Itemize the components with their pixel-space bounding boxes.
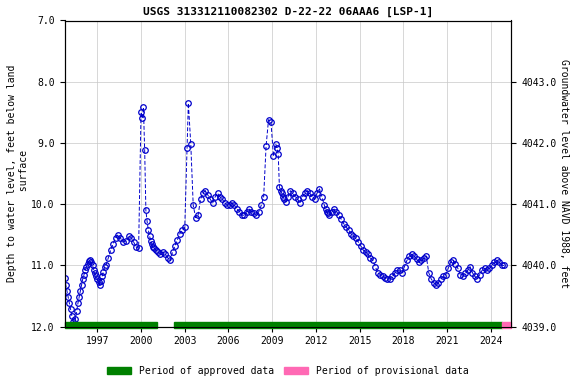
Bar [174,322,502,328]
Y-axis label: Depth to water level, feet below land
 surface: Depth to water level, feet below land su… [7,65,29,282]
Y-axis label: Groundwater level above NAVD 1988, feet: Groundwater level above NAVD 1988, feet [559,59,569,288]
Bar [502,322,511,328]
Title: USGS 313312110082302 D-22-22 06AAA6 [LSP-1]: USGS 313312110082302 D-22-22 06AAA6 [LSP… [143,7,433,17]
Bar [65,322,157,328]
Legend: Period of approved data, Period of provisional data: Period of approved data, Period of provi… [104,363,472,379]
